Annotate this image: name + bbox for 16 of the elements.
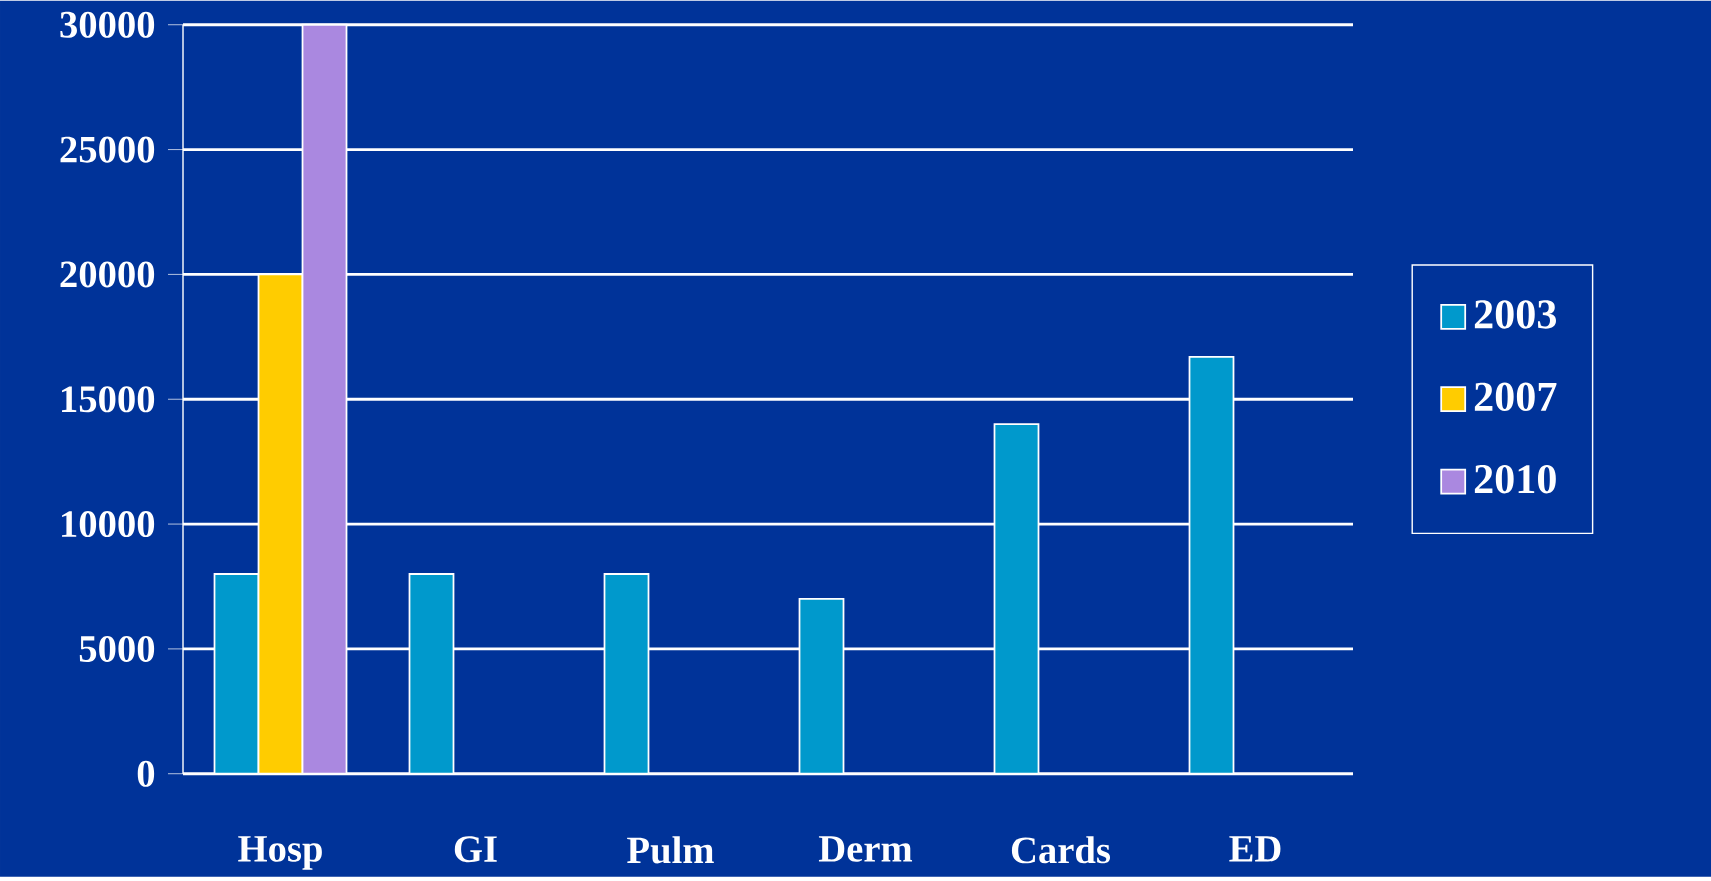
x-tick-label: GI — [454, 835, 497, 862]
y-tick-label: 25000 — [60, 136, 155, 163]
legend-label: 2003 — [1474, 299, 1556, 329]
legend-label: 2010 — [1474, 464, 1556, 494]
x-tick-label: ED — [1229, 835, 1281, 862]
y-tick-label: 10000 — [62, 510, 155, 537]
x-tick-label: Cards — [1011, 835, 1111, 864]
x-tick-label: Pulm — [627, 835, 714, 864]
x-tick-label: Derm — [818, 835, 913, 862]
legend-label: 2007 — [1474, 382, 1557, 411]
y-tick-label: 5000 — [79, 635, 155, 662]
x-tick-label: Hosp — [238, 835, 322, 870]
y-tick-label: 0 — [137, 760, 155, 787]
y-tick-label: 20000 — [60, 261, 155, 288]
y-tick-label: 15000 — [62, 386, 155, 413]
y-tick-label: 30000 — [60, 11, 155, 38]
